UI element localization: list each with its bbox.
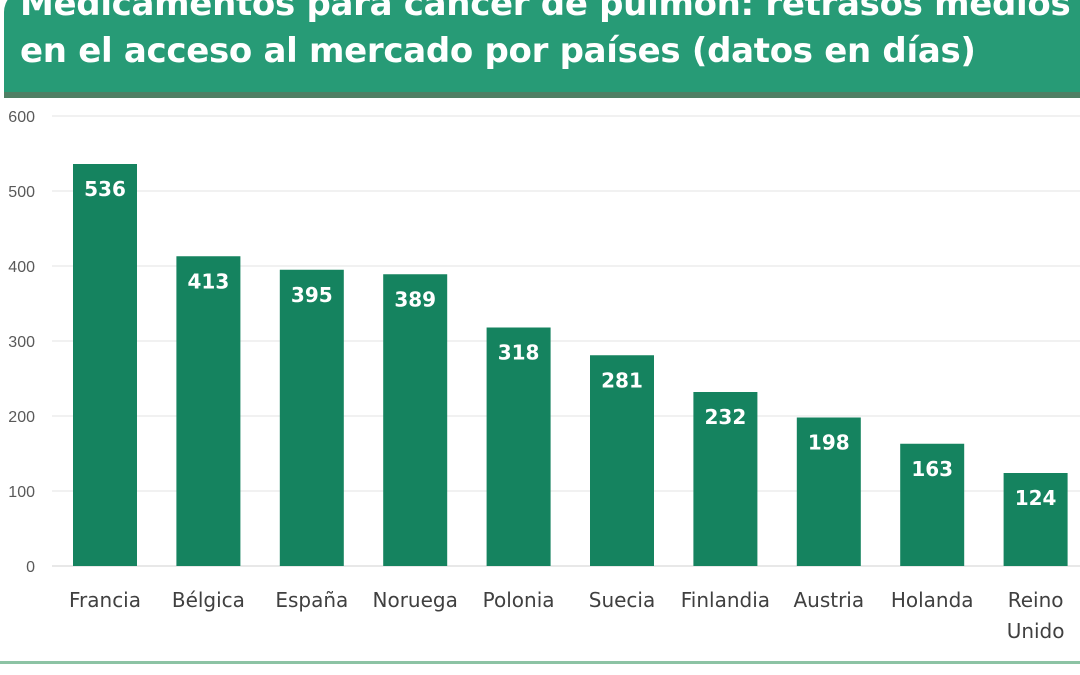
y-tick-label: 500 — [8, 184, 35, 201]
x-tick-label: Unido — [1007, 619, 1065, 643]
x-tick-label: España — [275, 588, 348, 612]
bar-españa — [279, 269, 344, 566]
bar-holanda — [900, 443, 965, 566]
data-label: 389 — [394, 287, 436, 311]
x-tick-label: Noruega — [373, 588, 458, 612]
x-tick-label: Reino — [1008, 588, 1064, 612]
data-label: 232 — [705, 405, 747, 429]
title-banner: Medicamentos para cáncer de pulmón: retr… — [4, 0, 1080, 98]
x-tick-label: Finlandia — [681, 588, 770, 612]
data-label: 198 — [808, 431, 850, 455]
chart-title-line-2: en el acceso al mercado por países (dato… — [20, 31, 976, 71]
y-tick-label: 600 — [8, 109, 35, 126]
data-label: 281 — [601, 368, 643, 392]
x-tick-label: Bélgica — [172, 588, 245, 612]
bar-finlandia — [693, 392, 758, 566]
data-label: 395 — [291, 283, 333, 307]
x-tick-label: Austria — [793, 588, 864, 612]
x-tick-label: Holanda — [891, 588, 974, 612]
y-tick-label: 300 — [8, 334, 35, 351]
data-label: 124 — [1015, 486, 1057, 510]
data-label: 163 — [911, 457, 953, 481]
x-tick-label: Polonia — [483, 588, 555, 612]
footer-divider — [0, 661, 1080, 664]
bar-suecia — [590, 355, 654, 566]
bar-reino-unido — [1003, 473, 1068, 566]
data-label: 536 — [84, 177, 126, 201]
data-label: 318 — [498, 341, 540, 365]
chart-title-line-1: Medicamentos para cáncer de pulmón: retr… — [20, 0, 1071, 24]
y-tick-label: 400 — [8, 259, 35, 276]
bar-polonia — [486, 327, 551, 566]
data-label: 413 — [188, 269, 230, 293]
x-tick-label: Francia — [69, 588, 141, 612]
bar-noruega — [383, 274, 448, 566]
y-tick-label: 0 — [26, 559, 35, 576]
y-tick-label: 200 — [8, 409, 35, 426]
x-tick-label: Suecia — [589, 588, 655, 612]
bar-bélgica — [176, 256, 241, 566]
bar-austria — [796, 417, 861, 566]
y-tick-label: 100 — [8, 484, 35, 501]
bar-francia — [73, 164, 137, 566]
